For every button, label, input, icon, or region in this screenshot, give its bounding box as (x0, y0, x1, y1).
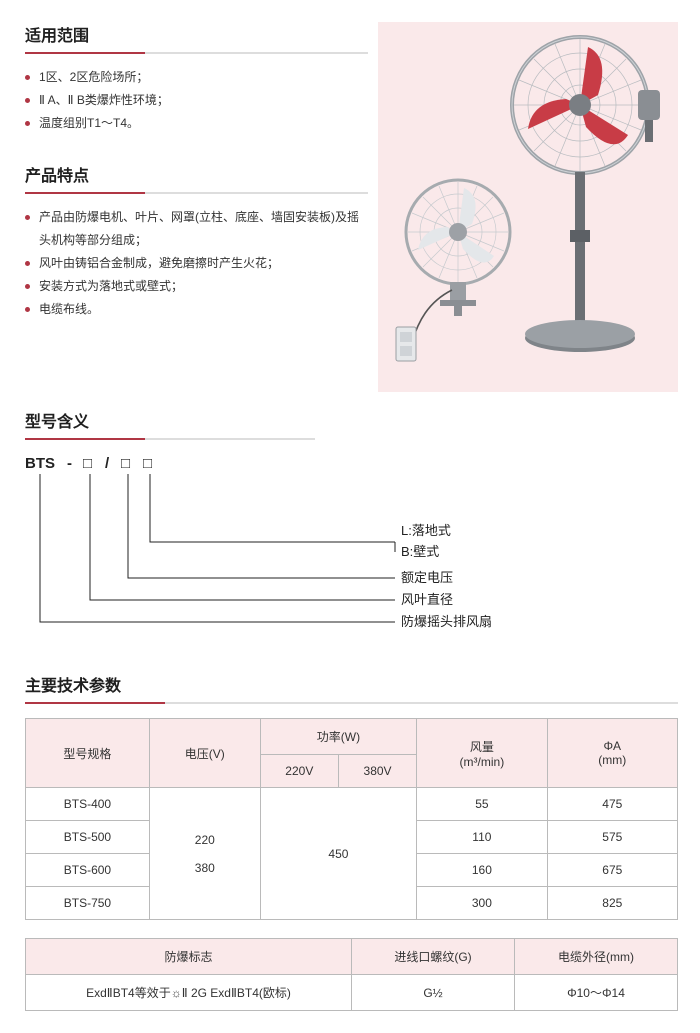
th-thread: 进线口螺纹(G) (352, 939, 515, 975)
cell-voltage: 220380 (149, 788, 260, 920)
model-diagram: .t { font: 700 15px sans-serif; fill:#22… (25, 452, 673, 642)
svg-text:额定电压: 额定电压 (401, 570, 453, 585)
th-airflow: 风量(m³/min) (417, 719, 547, 788)
divider (25, 52, 368, 54)
divider (25, 702, 678, 704)
svg-text:BTS: BTS (25, 455, 55, 472)
wall-fan-icon (388, 172, 538, 362)
feature-title: 产品特点 (25, 162, 368, 186)
th-cable: 电缆外径(mm) (515, 939, 678, 975)
mark-table: 防爆标志 进线口螺纹(G) 电缆外径(mm) ExdⅡBT4等效于☼Ⅱ 2G E… (25, 938, 678, 1011)
cell-mark: ExdⅡBT4等效于☼Ⅱ 2G ExdⅡBT4(欧标) (26, 975, 352, 1011)
th-mark: 防爆标志 (26, 939, 352, 975)
svg-text:□: □ (143, 455, 152, 472)
svg-text:风叶直径: 风叶直径 (401, 592, 453, 607)
th-220v: 220V (260, 755, 338, 788)
cell-phi: 675 (547, 854, 677, 887)
svg-text:防爆摇头排风扇: 防爆摇头排风扇 (401, 614, 492, 629)
cell-model: BTS-500 (26, 821, 150, 854)
list-item: 温度组别T1～T4。 (25, 112, 368, 135)
cell-airflow: 110 (417, 821, 547, 854)
model-title: 型号含义 (25, 408, 678, 432)
cell-phi: 825 (547, 887, 677, 920)
cell-cable: Φ10～Φ14 (515, 975, 678, 1011)
list-item: 产品由防爆电机、叶片、网罩(立柱、底座、墙固安装板)及摇头机构等部分组成； (25, 206, 368, 252)
list-item: 风叶由铸铝合金制成，避免磨擦时产生火花； (25, 252, 368, 275)
cell-model: BTS-600 (26, 854, 150, 887)
th-voltage: 电压(V) (149, 719, 260, 788)
scope-list: 1区、2区危险场所； Ⅱ A、Ⅱ B类爆炸性环境； 温度组别T1～T4。 (25, 66, 368, 134)
th-phi: ΦA(mm) (547, 719, 677, 788)
cell-airflow: 55 (417, 788, 547, 821)
th-power: 功率(W) (260, 719, 416, 755)
svg-text:L:落地式: L:落地式 (401, 523, 451, 538)
param-table: 型号规格 电压(V) 功率(W) 风量(m³/min) ΦA(mm) 220V … (25, 718, 678, 920)
cell-airflow: 300 (417, 887, 547, 920)
cell-power: 450 (260, 788, 416, 920)
list-item: Ⅱ A、Ⅱ B类爆炸性环境； (25, 89, 368, 112)
th-380v: 380V (338, 755, 416, 788)
cell-phi: 475 (547, 788, 677, 821)
cell-phi: 575 (547, 821, 677, 854)
cell-airflow: 160 (417, 854, 547, 887)
th-model: 型号规格 (26, 719, 150, 788)
svg-text:B:壁式: B:壁式 (401, 544, 439, 559)
svg-text:-: - (67, 455, 72, 472)
feature-list: 产品由防爆电机、叶片、网罩(立柱、底座、墙固安装板)及摇头机构等部分组成； 风叶… (25, 206, 368, 320)
scope-title: 适用范围 (25, 22, 368, 46)
param-title: 主要技术参数 (25, 672, 678, 696)
cell-model: BTS-750 (26, 887, 150, 920)
list-item: 电缆布线。 (25, 298, 368, 321)
divider (25, 192, 368, 194)
list-item: 安装方式为落地式或壁式； (25, 275, 368, 298)
cell-model: BTS-400 (26, 788, 150, 821)
svg-text:□: □ (83, 455, 92, 472)
list-item: 1区、2区危险场所； (25, 66, 368, 89)
cell-thread: G½ (352, 975, 515, 1011)
product-image-area (378, 22, 678, 392)
divider (25, 438, 315, 440)
svg-text:□: □ (121, 455, 130, 472)
svg-text:/: / (105, 455, 110, 472)
